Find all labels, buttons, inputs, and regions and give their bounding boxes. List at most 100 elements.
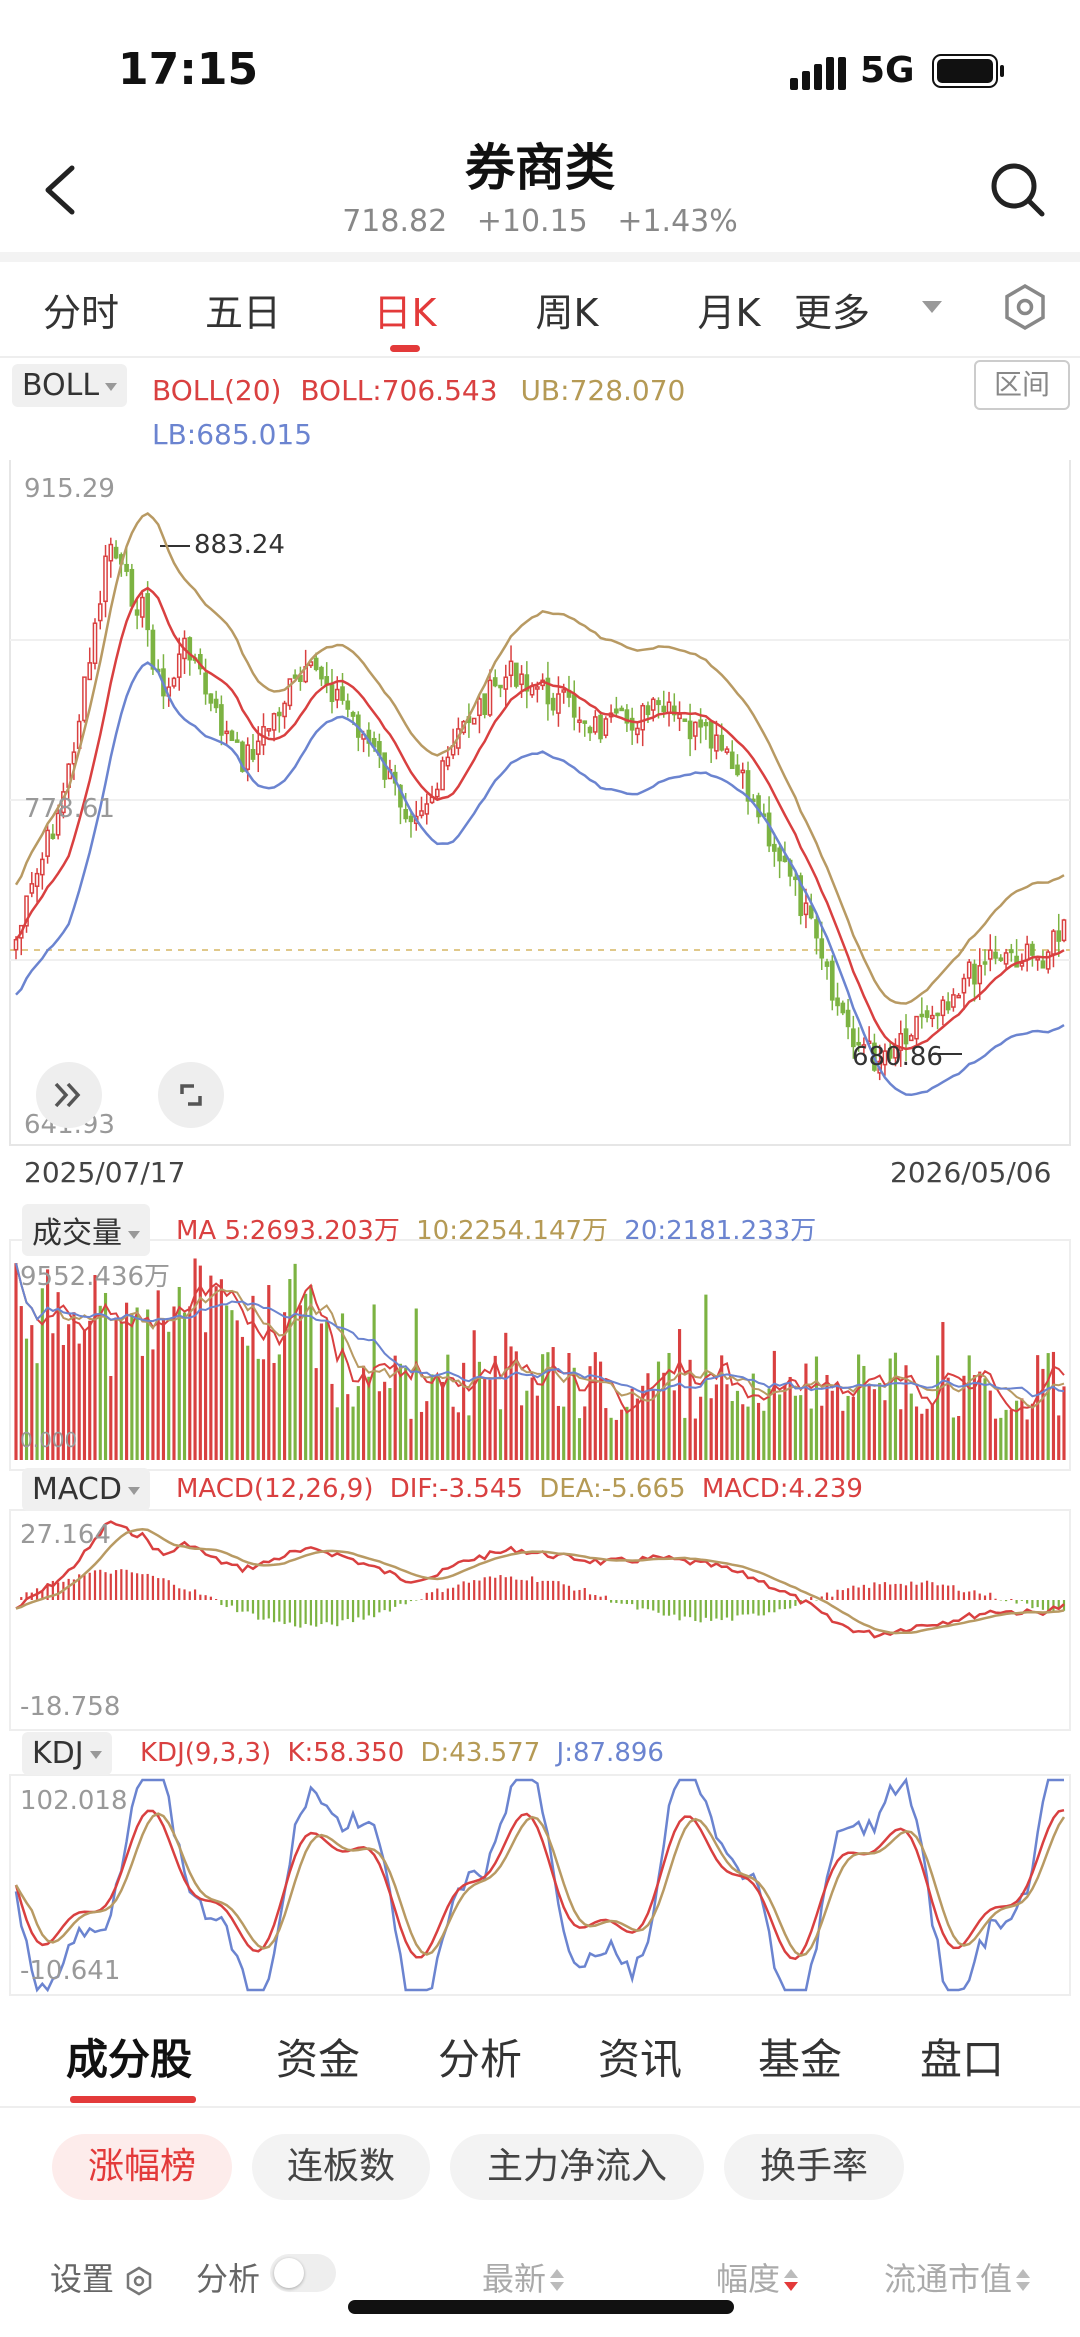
volume-bar	[1015, 1400, 1019, 1460]
candle-body	[940, 999, 946, 1017]
tab-order-book[interactable]: 盘口	[920, 2035, 1005, 2084]
candle-body	[1024, 943, 1030, 961]
amplitude-column[interactable]: 幅度	[716, 2254, 799, 2300]
candle-body	[24, 895, 29, 927]
candle-body	[619, 707, 624, 712]
candle-body	[245, 744, 251, 770]
candle-body	[1051, 930, 1056, 955]
volume-bar	[493, 1355, 497, 1460]
candle-body	[592, 716, 598, 733]
kline-axis-max: 915.29	[24, 474, 115, 504]
tab-analysis[interactable]: 分析	[438, 2035, 523, 2084]
quote-line: 718.82 +10.15 +1.43%	[0, 204, 1080, 239]
volume-bar	[351, 1406, 355, 1460]
volume-bar	[467, 1415, 471, 1460]
candle-body	[219, 704, 224, 736]
boll-lower-line	[15, 661, 1065, 1097]
candle-body	[887, 1047, 893, 1059]
candle-body	[603, 718, 609, 736]
volume-bar	[846, 1395, 850, 1460]
volume-bar	[56, 1292, 60, 1460]
volume-bar	[430, 1374, 434, 1460]
chevron-down-icon	[89, 1750, 102, 1759]
boll-mid-line	[15, 586, 1065, 1051]
volume-bar	[130, 1313, 134, 1460]
candle-body	[487, 679, 493, 716]
candle-body	[735, 764, 740, 776]
volume-bar	[330, 1383, 334, 1460]
volume-bar	[261, 1359, 266, 1460]
boll-selector[interactable]: BOLL	[12, 364, 128, 407]
candle-body	[508, 660, 514, 677]
volume-bar	[688, 1359, 692, 1460]
range-button[interactable]: 区间	[974, 360, 1070, 410]
tab-fund[interactable]: 基金	[758, 2035, 843, 2084]
candle-body	[87, 662, 93, 681]
start-date: 2025/07/17	[24, 1156, 186, 1189]
volume-selector[interactable]: 成交量	[22, 1204, 150, 1256]
volume-bar	[498, 1409, 503, 1460]
volume-bar	[767, 1388, 771, 1460]
macd-selector[interactable]: MACD	[22, 1468, 150, 1511]
candle-body	[176, 653, 182, 678]
candle-body	[240, 741, 245, 772]
volume-bar	[699, 1396, 703, 1460]
volume-bar	[182, 1312, 187, 1460]
settings-hexagon-icon[interactable]	[1000, 282, 1050, 332]
candle-body	[203, 672, 208, 695]
candle-body	[571, 694, 577, 718]
volume-bar	[835, 1383, 840, 1460]
tab-news[interactable]: 资讯	[598, 2035, 683, 2084]
candle-body	[29, 883, 35, 894]
settings-column-button[interactable]: 设置	[50, 2254, 154, 2300]
chip-top-gainers[interactable]: 涨幅榜	[52, 2134, 232, 2200]
tabs-separator	[0, 356, 1080, 358]
candle-body	[271, 713, 277, 731]
kdj-d-line	[14, 1812, 1066, 1957]
candle-body	[903, 1028, 909, 1045]
chip-net-inflow[interactable]: 主力净流入	[450, 2134, 704, 2200]
candle-body	[998, 957, 1004, 961]
tab-funds[interactable]: 资金	[276, 2035, 361, 2084]
fullscreen-button[interactable]	[158, 1062, 224, 1128]
candle-body	[961, 977, 967, 994]
volume-bar	[572, 1367, 576, 1460]
volume-bar	[562, 1406, 566, 1460]
candle-body	[145, 593, 150, 631]
index-change-pct: +1.43%	[617, 204, 738, 239]
tab-constituents[interactable]: 成分股	[66, 2035, 193, 2084]
volume-bar	[309, 1285, 313, 1460]
volume-bar	[82, 1329, 87, 1460]
kdj-selector[interactable]: KDJ	[22, 1732, 112, 1775]
market-cap-column[interactable]: 流通市值	[884, 2254, 1031, 2300]
candle-body	[840, 1002, 846, 1014]
volume-bar	[272, 1362, 276, 1460]
back-icon[interactable]	[36, 160, 86, 220]
volume-bar	[967, 1355, 971, 1460]
latest-column[interactable]: 最新	[482, 2254, 565, 2300]
volume-bar	[377, 1391, 381, 1460]
volume-bar	[725, 1384, 729, 1460]
volume-bar	[1051, 1351, 1056, 1460]
kline-chart-area[interactable]	[0, 460, 1080, 2000]
search-icon[interactable]	[988, 160, 1048, 220]
candle-body	[71, 751, 77, 765]
candle-body	[477, 698, 482, 717]
volume-bar	[914, 1406, 919, 1460]
tab-five-day[interactable]: 五日	[204, 291, 281, 335]
volume-bar	[225, 1305, 229, 1460]
tab-weekly-k[interactable]: 周K	[535, 291, 599, 335]
chip-turnover[interactable]: 换手率	[724, 2134, 904, 2200]
candle-body	[545, 677, 551, 705]
chip-consecutive-limit[interactable]: 连板数	[252, 2134, 430, 2200]
tab-daily-k[interactable]: 日K	[373, 291, 437, 335]
expand-left-button[interactable]	[36, 1062, 102, 1128]
tab-monthly-k[interactable]: 月K	[697, 291, 761, 335]
volume-bar	[546, 1352, 550, 1460]
volume-bar	[878, 1382, 882, 1460]
tab-more[interactable]: 更多	[794, 291, 871, 335]
kline-axis-mid: 778.61	[24, 794, 115, 824]
tab-intraday[interactable]: 分时	[42, 291, 119, 335]
volume-axis-max: 9552.436万	[20, 1262, 171, 1292]
volume-bar	[883, 1400, 887, 1460]
